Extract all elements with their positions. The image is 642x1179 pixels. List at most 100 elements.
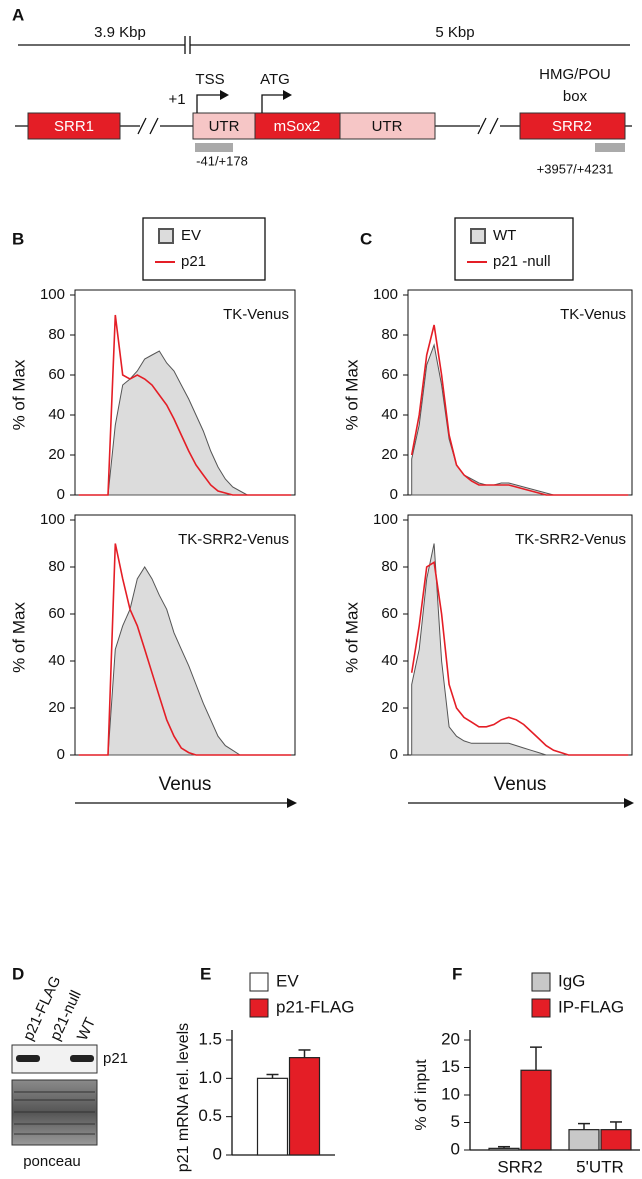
y-axis-label: % of input — [413, 1059, 430, 1131]
histogram-line — [78, 314, 292, 496]
legend-label: WT — [493, 227, 516, 244]
x-axis-label: Venus — [159, 774, 212, 795]
annotation: TK-Venus — [223, 306, 289, 323]
tss-arrow — [196, 94, 220, 113]
y-tick-label: 20 — [381, 699, 398, 716]
panel-label: C — [360, 229, 372, 248]
x-tick-label: SRR2 — [497, 1157, 542, 1176]
y-tick-label: 80 — [48, 326, 65, 343]
diagram: A 3.9 Kbp 5 Kbp SRR1 UTR mSox2 UTR +1 TS… — [12, 5, 632, 176]
start-label: +1 — [168, 91, 185, 108]
y-tick-label: 10 — [441, 1084, 460, 1103]
primer-label: -41/+178 — [196, 153, 248, 168]
y-tick-label: 60 — [48, 605, 65, 622]
box-label: UTR — [209, 118, 240, 135]
x-tick-label: 5'UTR — [576, 1157, 624, 1176]
y-tick-label: 0 — [213, 1144, 222, 1163]
legend-box — [142, 217, 266, 281]
span-label: 5 Kbp — [435, 24, 474, 41]
y-tick-label: 40 — [381, 406, 398, 423]
legend-swatch — [249, 972, 269, 992]
legend-box — [454, 217, 574, 281]
srr2-box — [519, 112, 626, 140]
bar — [256, 1077, 289, 1156]
y-axis-label: % of Max — [342, 602, 361, 673]
motif-label: HMG/POU — [539, 66, 611, 83]
legend-label: IP-FLAG — [558, 997, 624, 1016]
panel-label: D — [12, 964, 24, 983]
band-label: p21 — [103, 1050, 128, 1067]
arrowhead — [220, 90, 229, 100]
box-label: SRR2 — [552, 118, 592, 135]
y-tick-label: 0 — [390, 486, 398, 503]
tss-label: TSS — [195, 71, 224, 88]
lane-label: WT — [74, 1015, 99, 1043]
srr1-box — [27, 112, 121, 140]
y-tick-label: 100 — [40, 286, 65, 303]
y-tick-label: 1.5 — [198, 1029, 222, 1048]
motif-label: box — [563, 88, 588, 105]
x-arrowhead — [624, 798, 634, 808]
band — [16, 1055, 40, 1062]
x-axis-label: Venus — [494, 774, 547, 795]
x-arrowhead — [287, 798, 297, 808]
break — [137, 117, 499, 135]
y-tick-label: 1.0 — [198, 1068, 222, 1087]
panel-label: E — [200, 964, 211, 983]
legend-swatch — [470, 228, 486, 244]
legend-label: IgG — [558, 971, 585, 990]
legend-swatch — [531, 972, 551, 992]
utr-box — [192, 112, 256, 140]
panel-label: F — [452, 964, 462, 983]
y-tick-label: 60 — [381, 605, 398, 622]
y-tick-label: 100 — [40, 511, 65, 528]
y-tick-label: 60 — [381, 366, 398, 383]
y-tick-label: 60 — [48, 366, 65, 383]
legend-label: EV — [181, 227, 201, 244]
atg-label: ATG — [260, 71, 290, 88]
y-axis-label: % of Max — [9, 359, 28, 430]
y-tick-label: 20 — [48, 446, 65, 463]
histogram-area — [411, 343, 629, 496]
y-axis-label: % of Max — [9, 602, 28, 673]
utr-box — [339, 112, 436, 140]
legend-label: p21 -null — [493, 253, 551, 270]
histogram-line — [410, 324, 629, 496]
box-label: UTR — [372, 118, 403, 135]
y-tick-label: 5 — [451, 1112, 460, 1131]
y-tick-label: 20 — [48, 699, 65, 716]
histogram-area — [411, 543, 629, 756]
y-tick-label: 0 — [390, 746, 398, 763]
bar — [568, 1129, 600, 1151]
bar — [288, 1057, 321, 1156]
y-axis-label: % of Max — [342, 359, 361, 430]
ponceau-bands — [14, 1091, 95, 1135]
y-tick-label: 40 — [48, 406, 65, 423]
blot: D p21-FLAG p21-null WT p21 ponceau — [11, 964, 128, 1170]
legend-swatch — [531, 998, 551, 1018]
y-tick-label: 80 — [48, 558, 65, 575]
bar — [600, 1129, 632, 1151]
bar — [520, 1069, 552, 1151]
y-tick-label: 0 — [57, 486, 65, 503]
annotation: TK-Venus — [560, 306, 626, 323]
primer — [595, 143, 625, 152]
y-tick-label: 40 — [381, 652, 398, 669]
y-axis-label: p21 mRNA rel. levels — [175, 1023, 192, 1172]
histogram-line — [78, 543, 292, 756]
legend-label: p21 — [181, 253, 206, 270]
annotation: TK-SRR2-Venus — [515, 531, 626, 548]
legend-label: EV — [276, 971, 299, 990]
panel-label: B — [12, 229, 24, 248]
y-tick-label: 0.5 — [198, 1106, 222, 1125]
y-tick-label: 80 — [381, 558, 398, 575]
legend-label: p21-FLAG — [276, 997, 354, 1016]
y-tick-label: 15 — [441, 1057, 460, 1076]
y-tick-label: 20 — [381, 446, 398, 463]
primer-label: +3957/+4231 — [537, 161, 614, 176]
y-tick-label: 80 — [381, 326, 398, 343]
primer — [195, 143, 233, 152]
bar — [488, 1147, 520, 1151]
atg-arrow — [261, 94, 283, 113]
